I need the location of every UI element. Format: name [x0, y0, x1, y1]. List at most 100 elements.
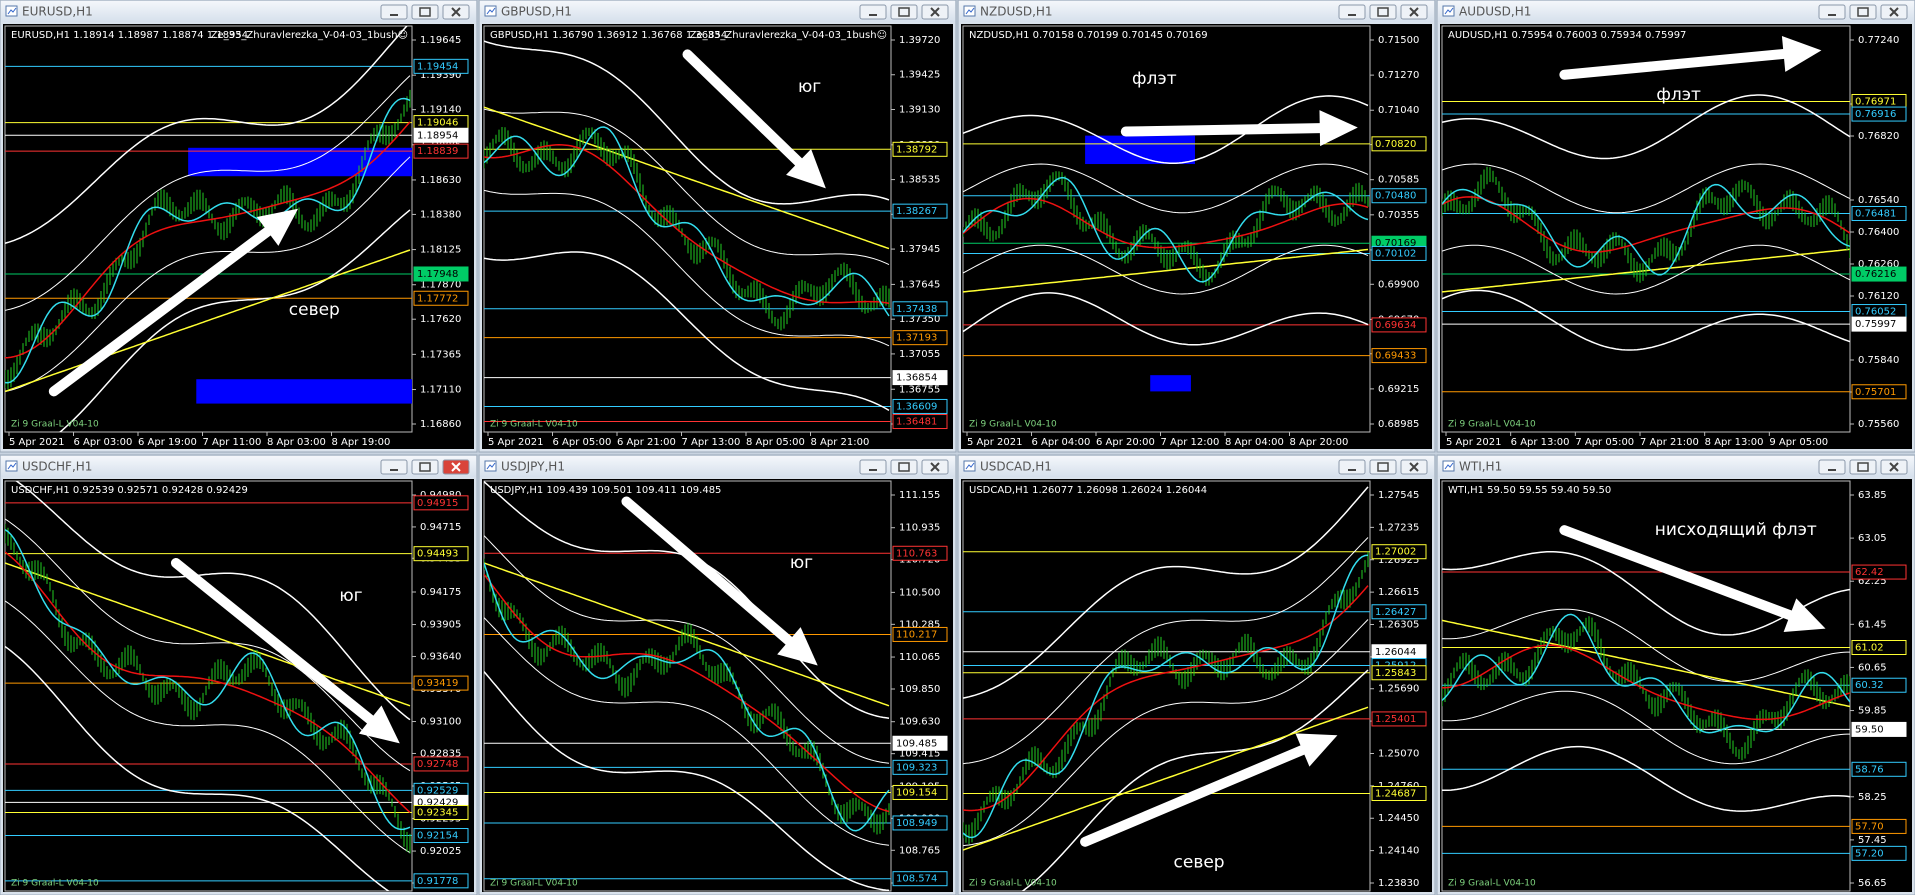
level-box	[892, 203, 948, 219]
envelope	[1442, 244, 1850, 295]
window-title: USDCHF,H1	[22, 460, 92, 474]
cyan-average	[5, 97, 411, 384]
cyan-average	[5, 528, 411, 831]
minimize-button[interactable]	[380, 459, 408, 475]
symbol-info: EURUSD,H1 1.18914 1.18987 1.18874 1.1895…	[11, 30, 248, 41]
maximize-button[interactable]	[890, 459, 918, 475]
level-label: 1.37438	[896, 304, 937, 315]
y-tick-label: 62.25	[1858, 576, 1887, 587]
indicator-footer: Zi 9 Graal-L V04-10	[490, 420, 578, 430]
indicator-footer: Zi 9 Graal-L V04-10	[490, 879, 578, 889]
plot	[963, 486, 1370, 891]
close-icon	[1409, 462, 1419, 472]
level-label: 108.949	[896, 818, 937, 829]
y-tick-label: 1.18125	[420, 245, 461, 256]
y-tick-label: 1.36755	[899, 384, 940, 395]
x-tick-label: 8 Apr 13:00	[1705, 437, 1764, 448]
minimize-button[interactable]	[1818, 4, 1846, 20]
close-icon	[1889, 7, 1899, 17]
y-tick-label: 1.24450	[1378, 813, 1419, 824]
level-box	[413, 675, 469, 691]
window-title: NZDUSD,H1	[980, 5, 1053, 19]
x-tick-label: 7 Apr 05:00	[1575, 437, 1634, 448]
y-tick-label: 56.65	[1858, 878, 1887, 889]
title-bar	[959, 456, 1434, 477]
minimize-button[interactable]	[1338, 4, 1366, 20]
x-tick-label: 5 Apr 2021	[967, 437, 1022, 448]
y-tick-label: 57.45	[1858, 835, 1887, 846]
y-tick-label: 1.25070	[1378, 748, 1419, 759]
level-box	[892, 370, 948, 386]
y-tick-label: 110.285	[899, 619, 940, 630]
level-label: 1.25401	[1375, 714, 1416, 725]
y-tick-label: 1.38535	[899, 175, 940, 186]
level-box	[1371, 245, 1427, 261]
red-average	[5, 121, 411, 359]
x-tick-label: 5 Apr 2021	[1446, 437, 1501, 448]
envelope	[5, 75, 411, 311]
minimize-button[interactable]	[859, 459, 887, 475]
y-tick-label: 1.17365	[420, 349, 461, 360]
level-box	[413, 143, 469, 159]
y-tick-label: 0.71040	[1378, 105, 1419, 116]
minimize-button[interactable]	[1818, 459, 1846, 475]
maximize-button[interactable]	[1369, 459, 1397, 475]
level-label: 109.323	[896, 762, 937, 773]
envelope	[963, 292, 1369, 346]
y-tick-label: 1.19390	[420, 70, 461, 81]
y-tick-label: 1.19645	[420, 35, 461, 46]
level-box	[413, 127, 469, 143]
close-icon	[930, 7, 940, 17]
y-tick-label: 63.85	[1858, 490, 1887, 501]
maximize-icon	[1857, 462, 1869, 472]
minimize-button[interactable]	[859, 4, 887, 20]
level-label: 0.91778	[417, 876, 458, 887]
window-icon-graph	[965, 462, 975, 470]
cyan-average	[1442, 613, 1850, 734]
level-label: 1.19454	[417, 61, 458, 72]
y-tick-label: 1.26615	[1378, 587, 1419, 598]
y-tick-label: 111.155	[899, 490, 940, 501]
maximize-button[interactable]	[1849, 459, 1877, 475]
level-box	[1851, 640, 1907, 656]
x-tick-label: 7 Apr 13:00	[682, 437, 741, 448]
envelope	[15, 481, 411, 721]
y-tick-label: 1.26305	[1378, 620, 1419, 631]
title-bar	[1438, 456, 1914, 477]
envelope	[963, 163, 1369, 214]
level-box	[892, 759, 948, 775]
symbol-info: USDCHF,H1 0.92539 0.92571 0.92428 0.9242…	[11, 485, 248, 496]
envelope	[963, 537, 1369, 765]
red-average	[5, 551, 411, 813]
symbol-info: USDJPY,H1 109.439 109.501 109.411 109.48…	[490, 485, 721, 496]
window-title: AUDUSD,H1	[1459, 5, 1531, 19]
envelope	[5, 600, 411, 854]
level-label: 1.36481	[896, 417, 937, 428]
chart-window: EURUSD,H1 север EURUSD,H1 1.18914 1.18987 …	[0, 0, 478, 453]
maximize-button[interactable]	[1849, 4, 1877, 20]
maximize-button[interactable]	[1369, 4, 1397, 20]
level-box	[1851, 721, 1907, 737]
envelope	[1442, 94, 1850, 160]
minimize-button[interactable]	[1338, 459, 1366, 475]
maximize-button[interactable]	[890, 4, 918, 20]
chart-window: GBPUSD,H1 юг GBPUSD,H1 1.36790 1.36912 1.3…	[478, 0, 957, 453]
y-tick-label: 1.39425	[899, 70, 940, 81]
y-tick-label: 1.25690	[1378, 684, 1419, 695]
symbol-info: GBPUSD,H1 1.36790 1.36912 1.36768 1.3685…	[490, 30, 727, 41]
maximize-button[interactable]	[411, 4, 439, 20]
y-tick-label: 0.71270	[1378, 70, 1419, 81]
minimize-button[interactable]	[380, 4, 408, 20]
plot-frame	[483, 480, 892, 892]
level-box	[1851, 818, 1907, 834]
plot	[1442, 525, 1850, 854]
y-tick-label: 0.69215	[1378, 384, 1419, 395]
title-bar	[1438, 1, 1914, 22]
envelope	[1442, 608, 1850, 683]
plot	[484, 481, 891, 891]
level-label: 0.92154	[417, 831, 458, 842]
level-label: 0.76052	[1855, 307, 1896, 318]
maximize-button[interactable]	[411, 459, 439, 475]
y-tick-label: 0.92025	[420, 846, 461, 857]
level-box	[413, 546, 469, 562]
